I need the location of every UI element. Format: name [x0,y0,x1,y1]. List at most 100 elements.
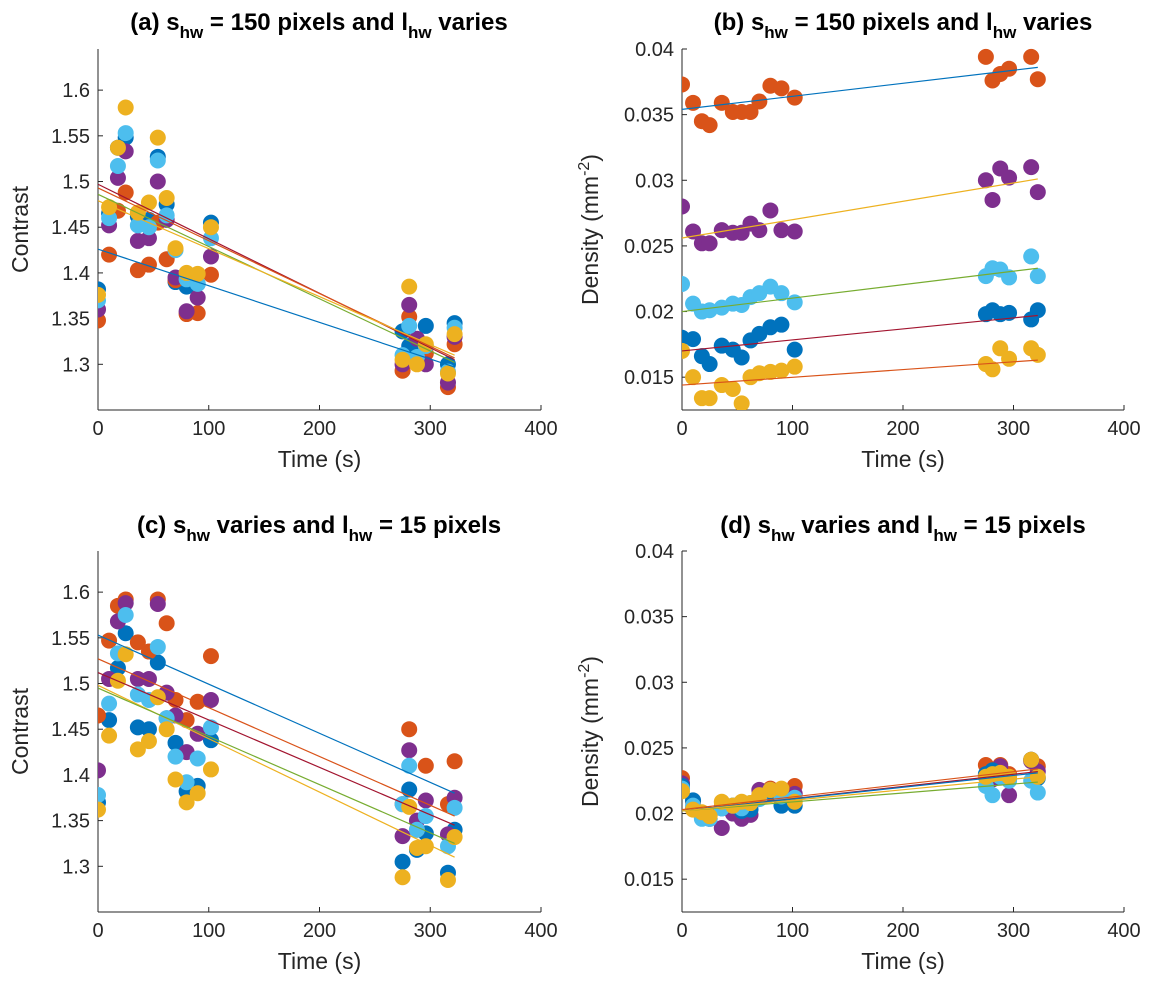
data-point [724,380,741,397]
title-subscript: hw [993,23,1017,42]
title-part: (c) s [137,512,186,539]
y-tick-label: 0.02 [635,302,674,324]
panel-title: (d) shw varies and lhw = 15 pixels [720,512,1085,545]
y-tick-label: 0.025 [624,738,674,760]
title-subscript: hw [408,23,432,42]
x-axis-label: Time (s) [861,948,944,974]
data-point [140,256,157,273]
data-point [401,798,418,815]
x-tick-label: 300 [997,920,1030,942]
title-subscript: hw [186,526,210,545]
data-point [417,838,434,855]
data-point [189,265,206,282]
data-point [439,365,456,382]
data-point [129,741,146,758]
data-point [786,89,803,106]
x-tick-label: 100 [192,920,225,942]
data-point [685,369,702,386]
data-point [773,316,790,333]
data-point [149,129,166,146]
data-point [202,719,219,736]
data-point [1029,302,1046,319]
data-point [701,390,718,407]
fit-line [98,183,455,361]
x-tick-label: 100 [776,418,809,440]
y-tick-label: 1.35 [51,309,90,331]
title-subscript: hw [349,526,373,545]
data-point [178,794,195,811]
data-point [401,742,418,759]
fit-line [98,658,455,817]
y-tick-label: 0.035 [624,105,674,127]
y-tick-label: 0.02 [635,804,674,826]
data-point [984,191,1001,208]
data-point [140,219,157,236]
y-axis-label-text: Density (mm [577,678,603,807]
x-tick-label: 300 [997,418,1030,440]
data-point [446,829,463,846]
title-part: (a) s [130,9,179,36]
fit-line [682,66,1038,110]
data-point [202,266,219,283]
data-point [984,361,1001,378]
fit-line [682,781,1038,812]
y-tick-label: 1.4 [62,263,90,285]
data-point [109,139,126,156]
data-point [394,869,411,886]
fit-line [682,359,1038,386]
data-point [189,693,206,710]
x-tick-label: 400 [524,418,557,440]
y-tick-label: 1.6 [62,80,90,102]
data-point [149,152,166,169]
x-tick-label: 300 [414,920,447,942]
x-tick-label: 400 [1107,418,1140,440]
x-axis-label: Time (s) [278,446,361,472]
title-part: varies and l [795,512,934,539]
y-tick-label: 0.03 [635,170,674,192]
plot-area [98,99,463,396]
y-tick-label: 0.04 [635,39,674,61]
y-tick-label: 1.6 [62,582,90,604]
data-point [158,615,175,632]
x-tick-label: 0 [92,920,103,942]
data-point [773,80,790,97]
fit-line [682,768,1038,811]
y-axis-label: Density (mm-2) [576,154,603,305]
x-tick-label: 400 [524,920,557,942]
data-point [713,94,730,111]
data-point [117,625,134,642]
data-point [417,317,434,334]
data-point [1029,268,1046,285]
data-point [701,808,718,825]
y-axis-label-end: ) [577,154,603,162]
y-tick-label: 0.03 [635,672,674,694]
data-point [202,248,219,265]
fit-line [682,267,1038,313]
data-point [1001,60,1018,77]
y-axis-label: Density (mm-2) [576,656,603,807]
data-point [977,172,994,189]
x-axis-label: Time (s) [278,948,361,974]
y-axis-label-text: Contrast [7,185,33,273]
data-point [446,799,463,816]
x-tick-label: 100 [776,920,809,942]
title-part: = 15 pixels [957,512,1086,539]
fit-line [682,314,1038,352]
data-point [733,349,750,366]
x-tick-label: 200 [303,418,336,440]
panel-title: (b) shw = 150 pixels and lhw varies [714,9,1093,42]
data-point [401,296,418,313]
y-tick-label: 1.55 [51,628,90,650]
data-point [140,721,157,738]
data-point [446,753,463,770]
data-point [189,785,206,802]
x-tick-label: 200 [886,418,919,440]
data-point [149,654,166,671]
title-subscript: hw [764,23,788,42]
x-tick-label: 100 [192,418,225,440]
data-point [751,93,768,110]
data-point [98,762,106,779]
data-point [149,638,166,655]
